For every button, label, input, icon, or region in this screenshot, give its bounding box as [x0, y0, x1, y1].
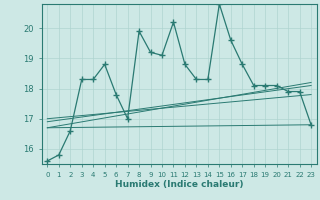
X-axis label: Humidex (Indice chaleur): Humidex (Indice chaleur): [115, 180, 244, 189]
